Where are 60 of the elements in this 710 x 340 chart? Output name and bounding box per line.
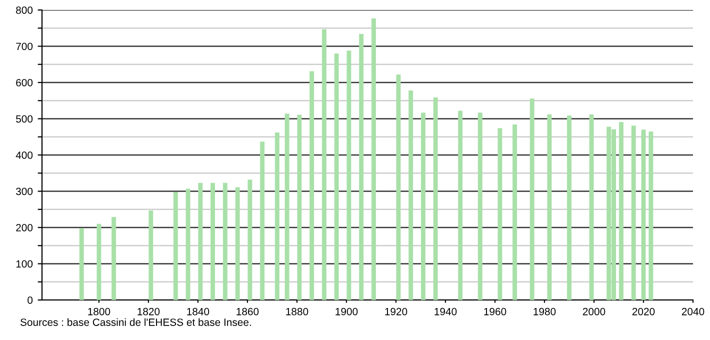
y-tick-label: 200 [16, 224, 33, 232]
bar [346, 50, 352, 300]
bar [186, 188, 190, 300]
bar [433, 97, 438, 300]
y-tick-label: 0 [28, 296, 33, 304]
bar [173, 192, 178, 300]
bar [112, 216, 116, 300]
bar [310, 71, 314, 300]
bar [458, 110, 463, 300]
bar [222, 182, 228, 300]
x-tick-label: 1860 [236, 308, 259, 316]
bar [322, 29, 326, 300]
x-tick-label: 1920 [385, 308, 408, 316]
bar [284, 114, 290, 300]
x-tick-label: 2000 [582, 308, 606, 316]
bar [547, 114, 552, 300]
bar [478, 112, 482, 300]
bar [210, 182, 216, 300]
bar [235, 187, 240, 300]
bar [648, 131, 654, 300]
bar [371, 18, 376, 300]
bar [631, 126, 636, 300]
y-tick-label: 300 [16, 188, 33, 196]
x-tick-label: 2040 [682, 308, 704, 316]
bar [334, 54, 339, 300]
y-tick-label: 400 [16, 152, 33, 159]
x-tick-label: 1980 [534, 308, 556, 316]
bar [148, 210, 154, 300]
x-tick-label: 2020 [632, 308, 655, 316]
bar [359, 34, 364, 300]
bar [618, 122, 624, 300]
bar [498, 128, 502, 300]
x-tick-label: 1800 [88, 308, 110, 316]
bar [420, 112, 426, 300]
x-tick-label: 1940 [434, 308, 457, 316]
x-tick-label: 1820 [138, 308, 160, 316]
bar [260, 142, 265, 300]
bar [589, 114, 594, 300]
bar [641, 130, 646, 300]
y-tick-label: 600 [16, 79, 33, 86]
y-tick-label: 800 [16, 6, 33, 14]
bar [79, 228, 84, 300]
bar [198, 182, 203, 300]
y-tick-label: 700 [16, 42, 33, 50]
bar [96, 224, 102, 300]
x-tick-label: 1880 [286, 308, 308, 316]
bar [297, 114, 302, 300]
bar [530, 98, 534, 300]
bar [512, 124, 518, 300]
bar [567, 115, 572, 300]
x-tick-label: 1960 [484, 308, 506, 316]
bar [274, 132, 280, 300]
x-tick-label: 1840 [187, 308, 210, 316]
bar [408, 90, 414, 300]
bar [396, 74, 401, 300]
bar [248, 180, 252, 300]
y-tick-label: 100 [16, 260, 33, 268]
x-tick-label: 1900 [336, 308, 358, 316]
source-note: Sources : base Cassini de l'EHESS et base Insee. [20, 318, 251, 326]
y-tick-label: 500 [16, 115, 33, 123]
